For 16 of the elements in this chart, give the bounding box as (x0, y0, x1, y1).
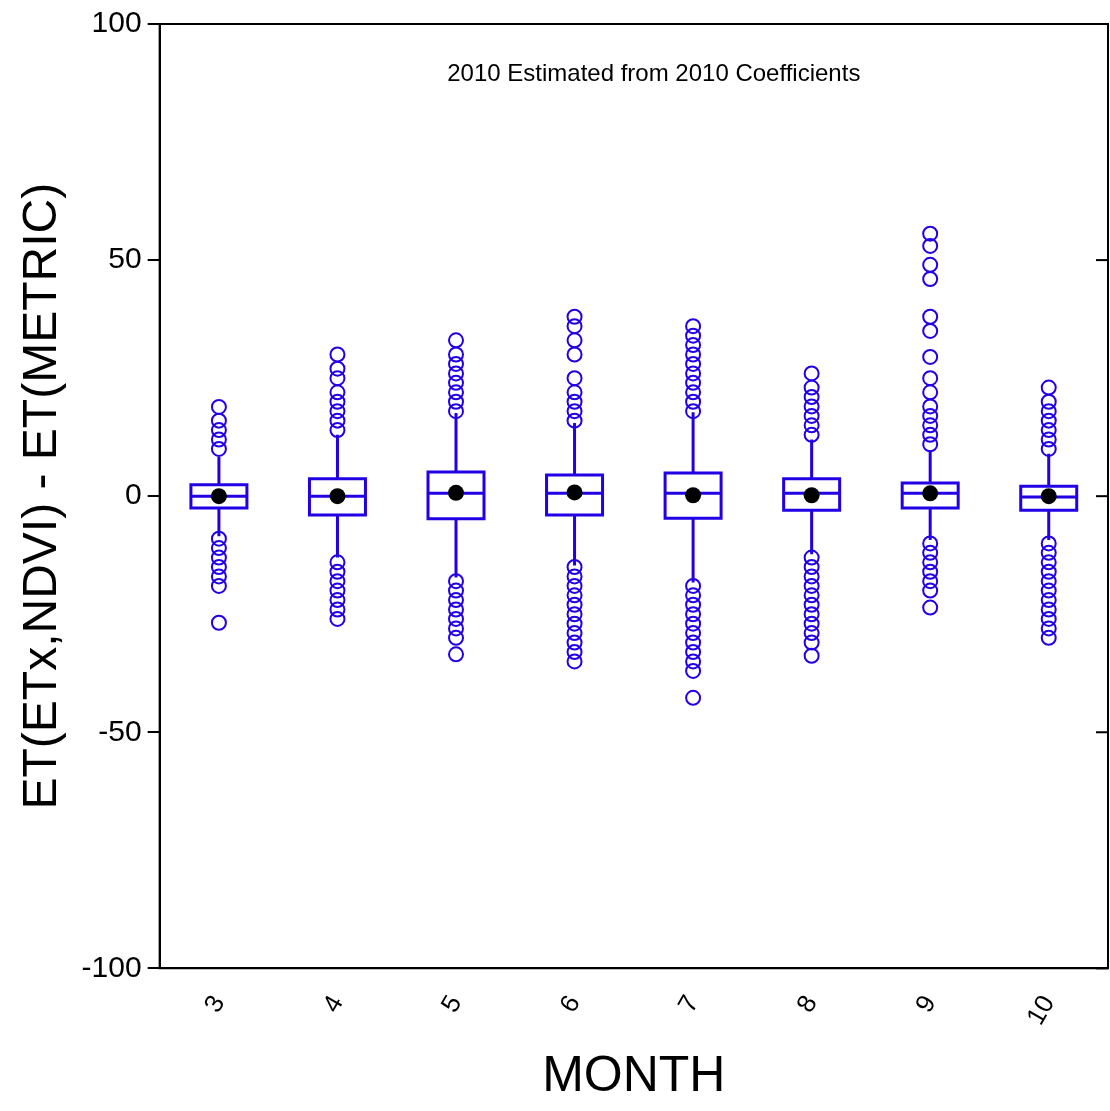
y-tick-label: 50 (108, 241, 142, 275)
y-tick-label: 0 (124, 477, 142, 511)
x-tick-label: 7 (671, 989, 705, 1018)
x-tick-label: 10 (1019, 989, 1061, 1030)
x-tick-label: 3 (197, 989, 231, 1018)
y-tick-label: 100 (91, 5, 142, 39)
y-axis-title: ET(ETx,NDVI) - ET(METRIC) (13, 182, 67, 810)
x-tick-label: 9 (908, 989, 942, 1018)
x-tick-label: 8 (789, 989, 824, 1018)
x-tick-label: 4 (315, 989, 349, 1018)
y-tick-label: -100 (81, 949, 142, 983)
x-tick-label: 5 (434, 989, 468, 1018)
x-tick-label: 6 (552, 989, 586, 1018)
text: 2010 Estimated from 2010 Coefficients (447, 58, 861, 86)
y-tick-label: -50 (98, 713, 142, 747)
x-axis-title: MONTH (542, 1045, 726, 1102)
